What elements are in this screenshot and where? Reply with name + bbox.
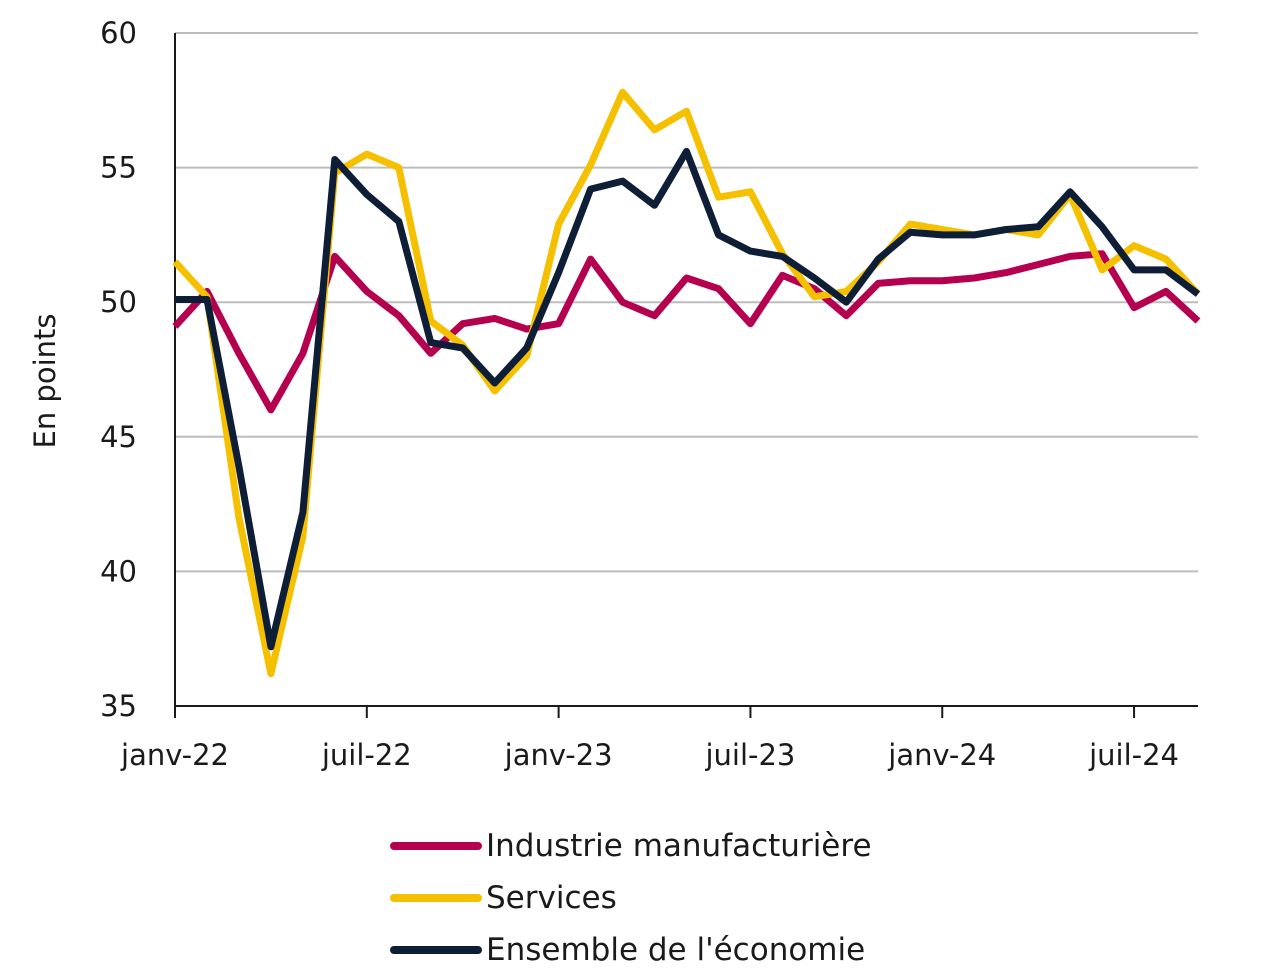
legend-swatch [390, 842, 482, 850]
series-line-0 [172, 250, 1201, 414]
series-line-1 [172, 88, 1201, 678]
y-axis-ticks: 35 40 45 50 55 60 [100, 16, 137, 723]
y-axis-title: En points [28, 314, 62, 449]
legend: Industrie manufacturière Services Ensemb… [390, 820, 872, 976]
y-tick-label: 60 [100, 16, 137, 50]
y-tick-label: 40 [100, 554, 137, 588]
legend-label: Ensemble de l'économie [486, 932, 866, 968]
legend-swatch [390, 894, 482, 902]
x-tick-label: juil-24 [1088, 738, 1179, 772]
x-axis: janv-22 juil-22 janv-23 juil-23 janv-24 juil-… [120, 33, 1198, 772]
x-tick-label: janv-22 [120, 738, 229, 772]
legend-label: Industrie manufacturière [486, 828, 872, 864]
legend-swatch [390, 946, 482, 954]
x-tick-label: juil-22 [321, 738, 412, 772]
y-tick-label: 45 [100, 420, 137, 454]
x-tick-label: juil-23 [704, 738, 795, 772]
legend-item-services: Services [390, 872, 872, 924]
y-tick-label: 50 [100, 285, 137, 319]
y-tick-label: 55 [100, 151, 137, 185]
legend-label: Services [486, 880, 617, 916]
series-lines [172, 88, 1201, 678]
series-line-2 [175, 147, 1201, 651]
legend-item-industrie: Industrie manufacturière [390, 820, 872, 872]
line-chart: 35 40 45 50 55 60 janv-22 juil-22 janv-23 juil-2… [28, 16, 1201, 772]
y-tick-label: 35 [100, 689, 137, 723]
legend-item-ensemble: Ensemble de l'économie [390, 924, 872, 976]
x-tick-label: janv-23 [504, 738, 613, 772]
x-tick-label: janv-24 [887, 738, 996, 772]
